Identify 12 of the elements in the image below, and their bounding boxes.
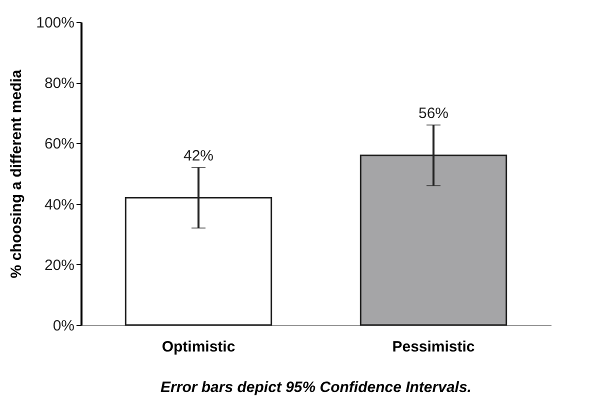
y-tick-label: 20% — [44, 256, 74, 274]
data-label: 56% — [418, 105, 449, 122]
y-tick-label: 60% — [44, 136, 74, 153]
data-label: 42% — [183, 147, 214, 164]
text: Error bars depict 95% Confidence Intervals. — [160, 379, 472, 396]
y-tick-label: 100% — [36, 14, 74, 32]
x-tick-label: Pessimistic — [392, 338, 475, 356]
x-tick-label: Optimistic — [162, 338, 236, 356]
y-axis-title: % choosing a different media — [8, 69, 26, 278]
y-tick-label: 80% — [44, 75, 74, 92]
y-tick-label: 40% — [44, 196, 74, 214]
y-tick-label: 0% — [52, 318, 74, 334]
